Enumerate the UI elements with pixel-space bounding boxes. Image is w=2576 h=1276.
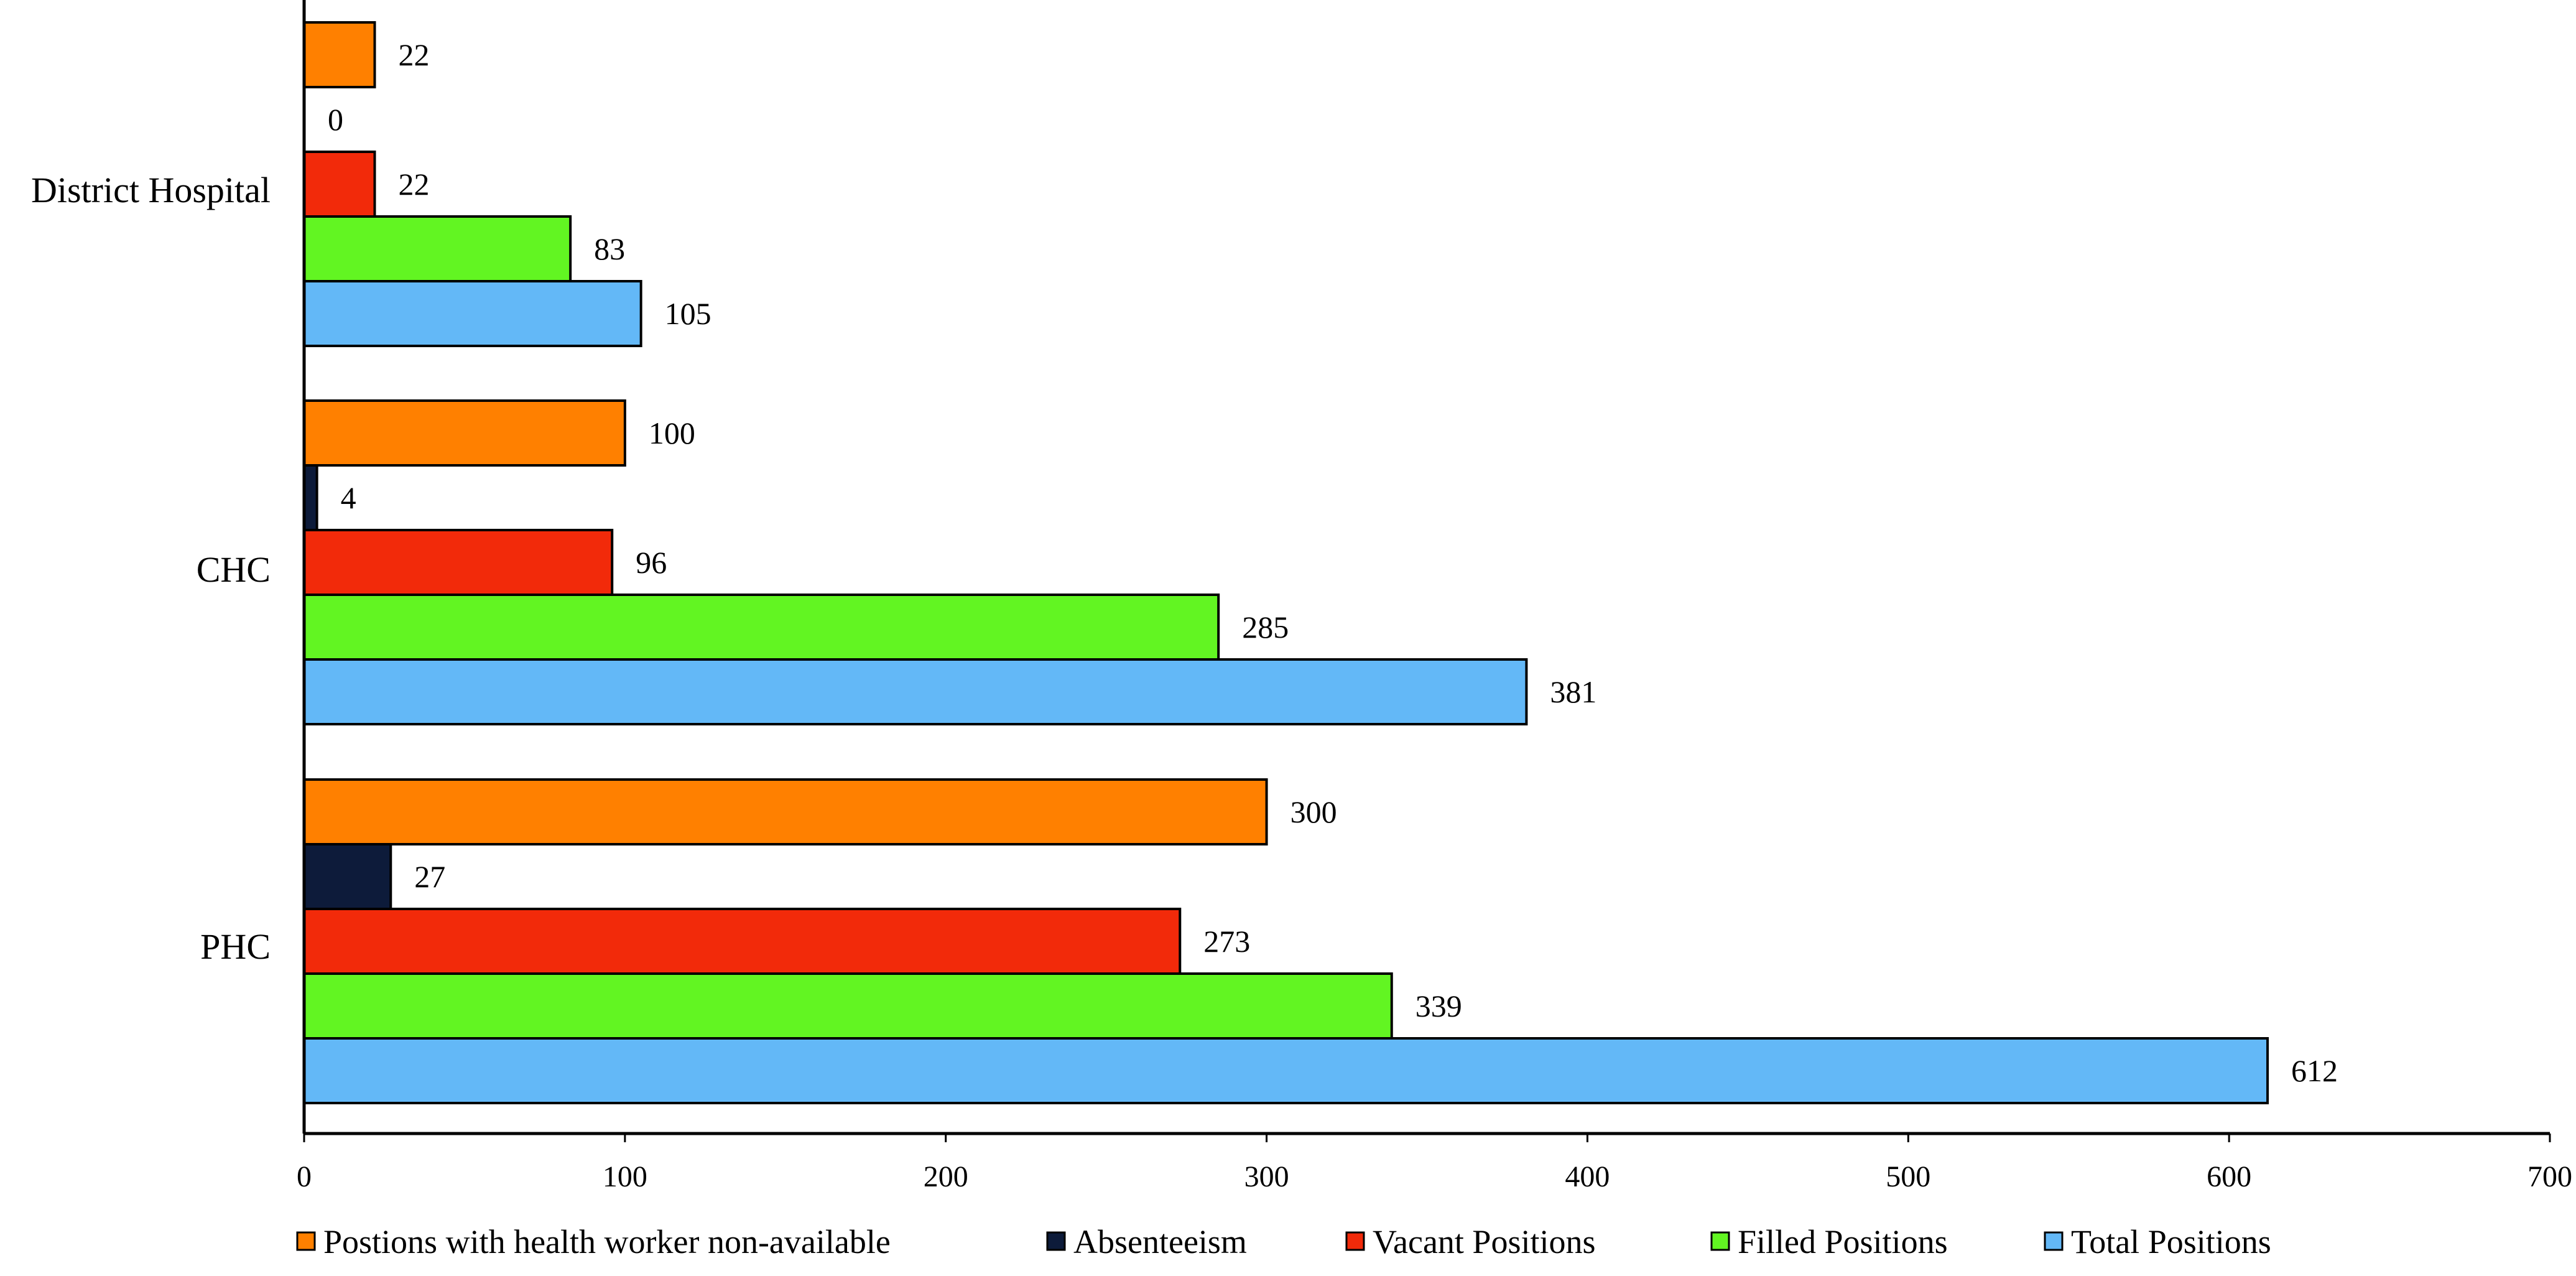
value-label-phc-filled-positions: 339: [1415, 989, 1462, 1023]
category-label-chc: CHC: [197, 549, 271, 590]
value-label-phc-total-positions: 612: [2291, 1053, 2338, 1088]
bar-chc-postions-with-health-worker-non-available: [303, 399, 626, 467]
legend-swatch-absenteeism: [1046, 1231, 1066, 1251]
bar-chc-vacant-positions: [303, 529, 614, 596]
bar-phc-postions-with-health-worker-non-available: [303, 778, 1268, 845]
value-label-phc-vacant-positions: 273: [1203, 924, 1250, 959]
bars-layer: [303, 21, 2269, 1104]
legend-swatch-postions-with-health-worker-non-available: [296, 1231, 316, 1251]
x-tick-label-500: 500: [1886, 1160, 1930, 1193]
x-tick-label-600: 600: [2207, 1160, 2251, 1193]
x-tick-labels-layer: 0 100 200 300 400 500 600 700: [297, 1134, 2572, 1193]
value-label-chc-vacant-positions: 96: [636, 545, 667, 580]
x-tick-label-0: 0: [297, 1160, 312, 1193]
value-label-district-hospital-filled-positions: 83: [594, 231, 625, 266]
x-tick-label-100: 100: [603, 1160, 647, 1193]
value-label-chc-absenteeism: 4: [341, 480, 356, 515]
value-label-phc-postions-with-health-worker-non-available: 300: [1290, 794, 1337, 829]
bar-chc-filled-positions: [303, 594, 1220, 661]
bar-chc-total-positions: [303, 658, 1528, 725]
category-label-phc: PHC: [200, 926, 271, 967]
value-label-phc-absenteeism: 27: [414, 859, 445, 894]
bar-phc-vacant-positions: [303, 908, 1182, 975]
legend-label-vacant-positions: Vacant Positions: [1373, 1223, 1596, 1260]
legend-label-postions-with-health-worker-non-available: Postions with health worker non-availabl…: [323, 1223, 891, 1260]
category-label-district-hospital: District Hospital: [31, 170, 271, 210]
legend-label-total-positions: Total Positions: [2071, 1223, 2271, 1260]
value-label-district-hospital-postions-with-health-worker-non-available: 22: [398, 37, 429, 72]
bar-district-hospital-filled-positions: [303, 215, 572, 282]
value-label-district-hospital-absenteeism: 0: [328, 102, 343, 137]
value-label-district-hospital-vacant-positions: 22: [398, 167, 429, 202]
value-label-chc-postions-with-health-worker-non-available: 100: [649, 416, 695, 450]
bar-district-hospital-total-positions: [303, 280, 642, 347]
value-label-district-hospital-total-positions: 105: [665, 296, 711, 331]
value-labels-layer: 22 0 22 83 105 100 4 96 285 381 300 27 273 339 612: [328, 37, 2338, 1088]
legend-label-filled-positions: Filled Positions: [1738, 1223, 1948, 1260]
legend-swatch-total-positions: [2044, 1231, 2064, 1251]
legend: Postions with health worker non-availabl…: [296, 1223, 2271, 1260]
x-tick-label-200: 200: [924, 1160, 968, 1193]
legend-label-absenteeism: Absenteeism: [1073, 1223, 1247, 1260]
bar-phc-absenteeism: [303, 843, 392, 910]
axes-layer: [302, 0, 2550, 1135]
value-label-chc-filled-positions: 285: [1242, 610, 1289, 645]
bar-phc-total-positions: [303, 1037, 2269, 1104]
x-tick-label-400: 400: [1565, 1160, 1610, 1193]
legend-swatch-filled-positions: [1710, 1231, 1730, 1251]
bar-chc-absenteeism: [303, 464, 318, 531]
legend-swatch-vacant-positions: [1345, 1231, 1365, 1251]
x-tick-label-300: 300: [1244, 1160, 1289, 1193]
bar-district-hospital-vacant-positions: [303, 151, 376, 218]
value-label-chc-total-positions: 381: [1550, 674, 1596, 709]
bar-phc-filled-positions: [303, 972, 1393, 1040]
bar-district-hospital-postions-with-health-worker-non-available: [303, 21, 376, 88]
x-tick-label-700: 700: [2527, 1160, 2572, 1193]
category-labels-layer: District Hospital CHC PHC: [31, 170, 271, 967]
